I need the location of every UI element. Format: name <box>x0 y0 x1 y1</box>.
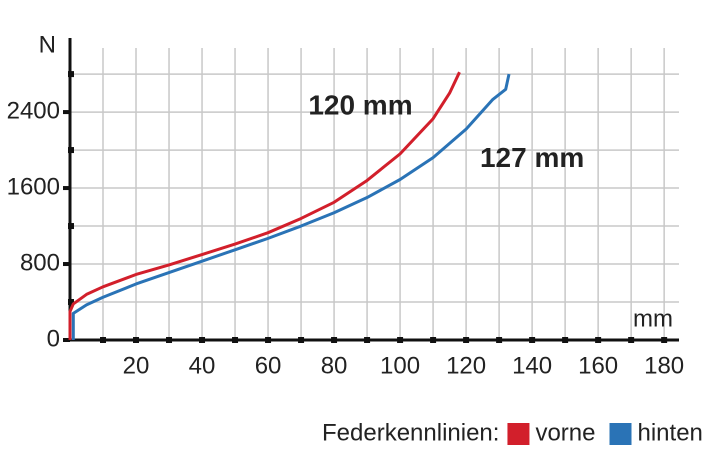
x-tick <box>199 337 206 343</box>
x-tick <box>595 337 602 343</box>
x-tick-label: 20 <box>123 352 150 379</box>
x-tick <box>133 337 140 343</box>
x-tick-label: 60 <box>255 352 282 379</box>
x-tick-label: 140 <box>512 352 552 379</box>
x-tick <box>562 337 569 343</box>
x-tick-label: 160 <box>578 352 618 379</box>
x-tick <box>628 337 635 343</box>
y-tick <box>63 110 70 115</box>
x-tick <box>331 337 338 343</box>
x-tick <box>661 337 668 343</box>
x-tick <box>232 337 239 343</box>
x-tick <box>298 337 305 343</box>
x-tick <box>496 337 503 343</box>
x-tick <box>430 337 437 343</box>
x-tick-label: 100 <box>380 352 420 379</box>
legend-label: hinten <box>638 419 703 446</box>
x-tick <box>463 337 470 343</box>
y-tick <box>68 299 74 306</box>
annotation: 127 mm <box>480 142 584 173</box>
y-unit: N <box>39 31 56 58</box>
y-tick <box>68 71 74 78</box>
y-tick <box>68 147 74 154</box>
x-tick <box>529 337 536 343</box>
x-tick <box>166 337 173 343</box>
x-tick-label: 120 <box>446 352 486 379</box>
x-tick-label: 40 <box>189 352 216 379</box>
annotation: 120 mm <box>308 90 412 121</box>
y-tick <box>68 223 74 230</box>
x-tick <box>397 337 404 343</box>
x-tick-label: 80 <box>321 352 348 379</box>
legend-swatch <box>609 423 632 445</box>
y-tick-label: 1600 <box>7 173 60 200</box>
y-tick <box>63 262 70 267</box>
y-tick <box>63 186 70 191</box>
x-tick <box>364 337 371 343</box>
line <box>68 71 461 340</box>
y-tick <box>63 338 70 342</box>
y-tick-label: 800 <box>20 249 60 276</box>
x-tick-label: 180 <box>644 352 684 379</box>
x-tick <box>100 337 107 343</box>
legend-swatch <box>507 423 530 445</box>
legend-label: vorne <box>535 419 595 446</box>
line <box>71 73 511 340</box>
y-tick-label: 2400 <box>7 97 60 124</box>
x-unit: mm <box>633 305 673 332</box>
y-tick-label: 0 <box>47 325 60 352</box>
legend-title: Federkennlinien: <box>322 419 499 446</box>
x-tick <box>265 337 272 343</box>
